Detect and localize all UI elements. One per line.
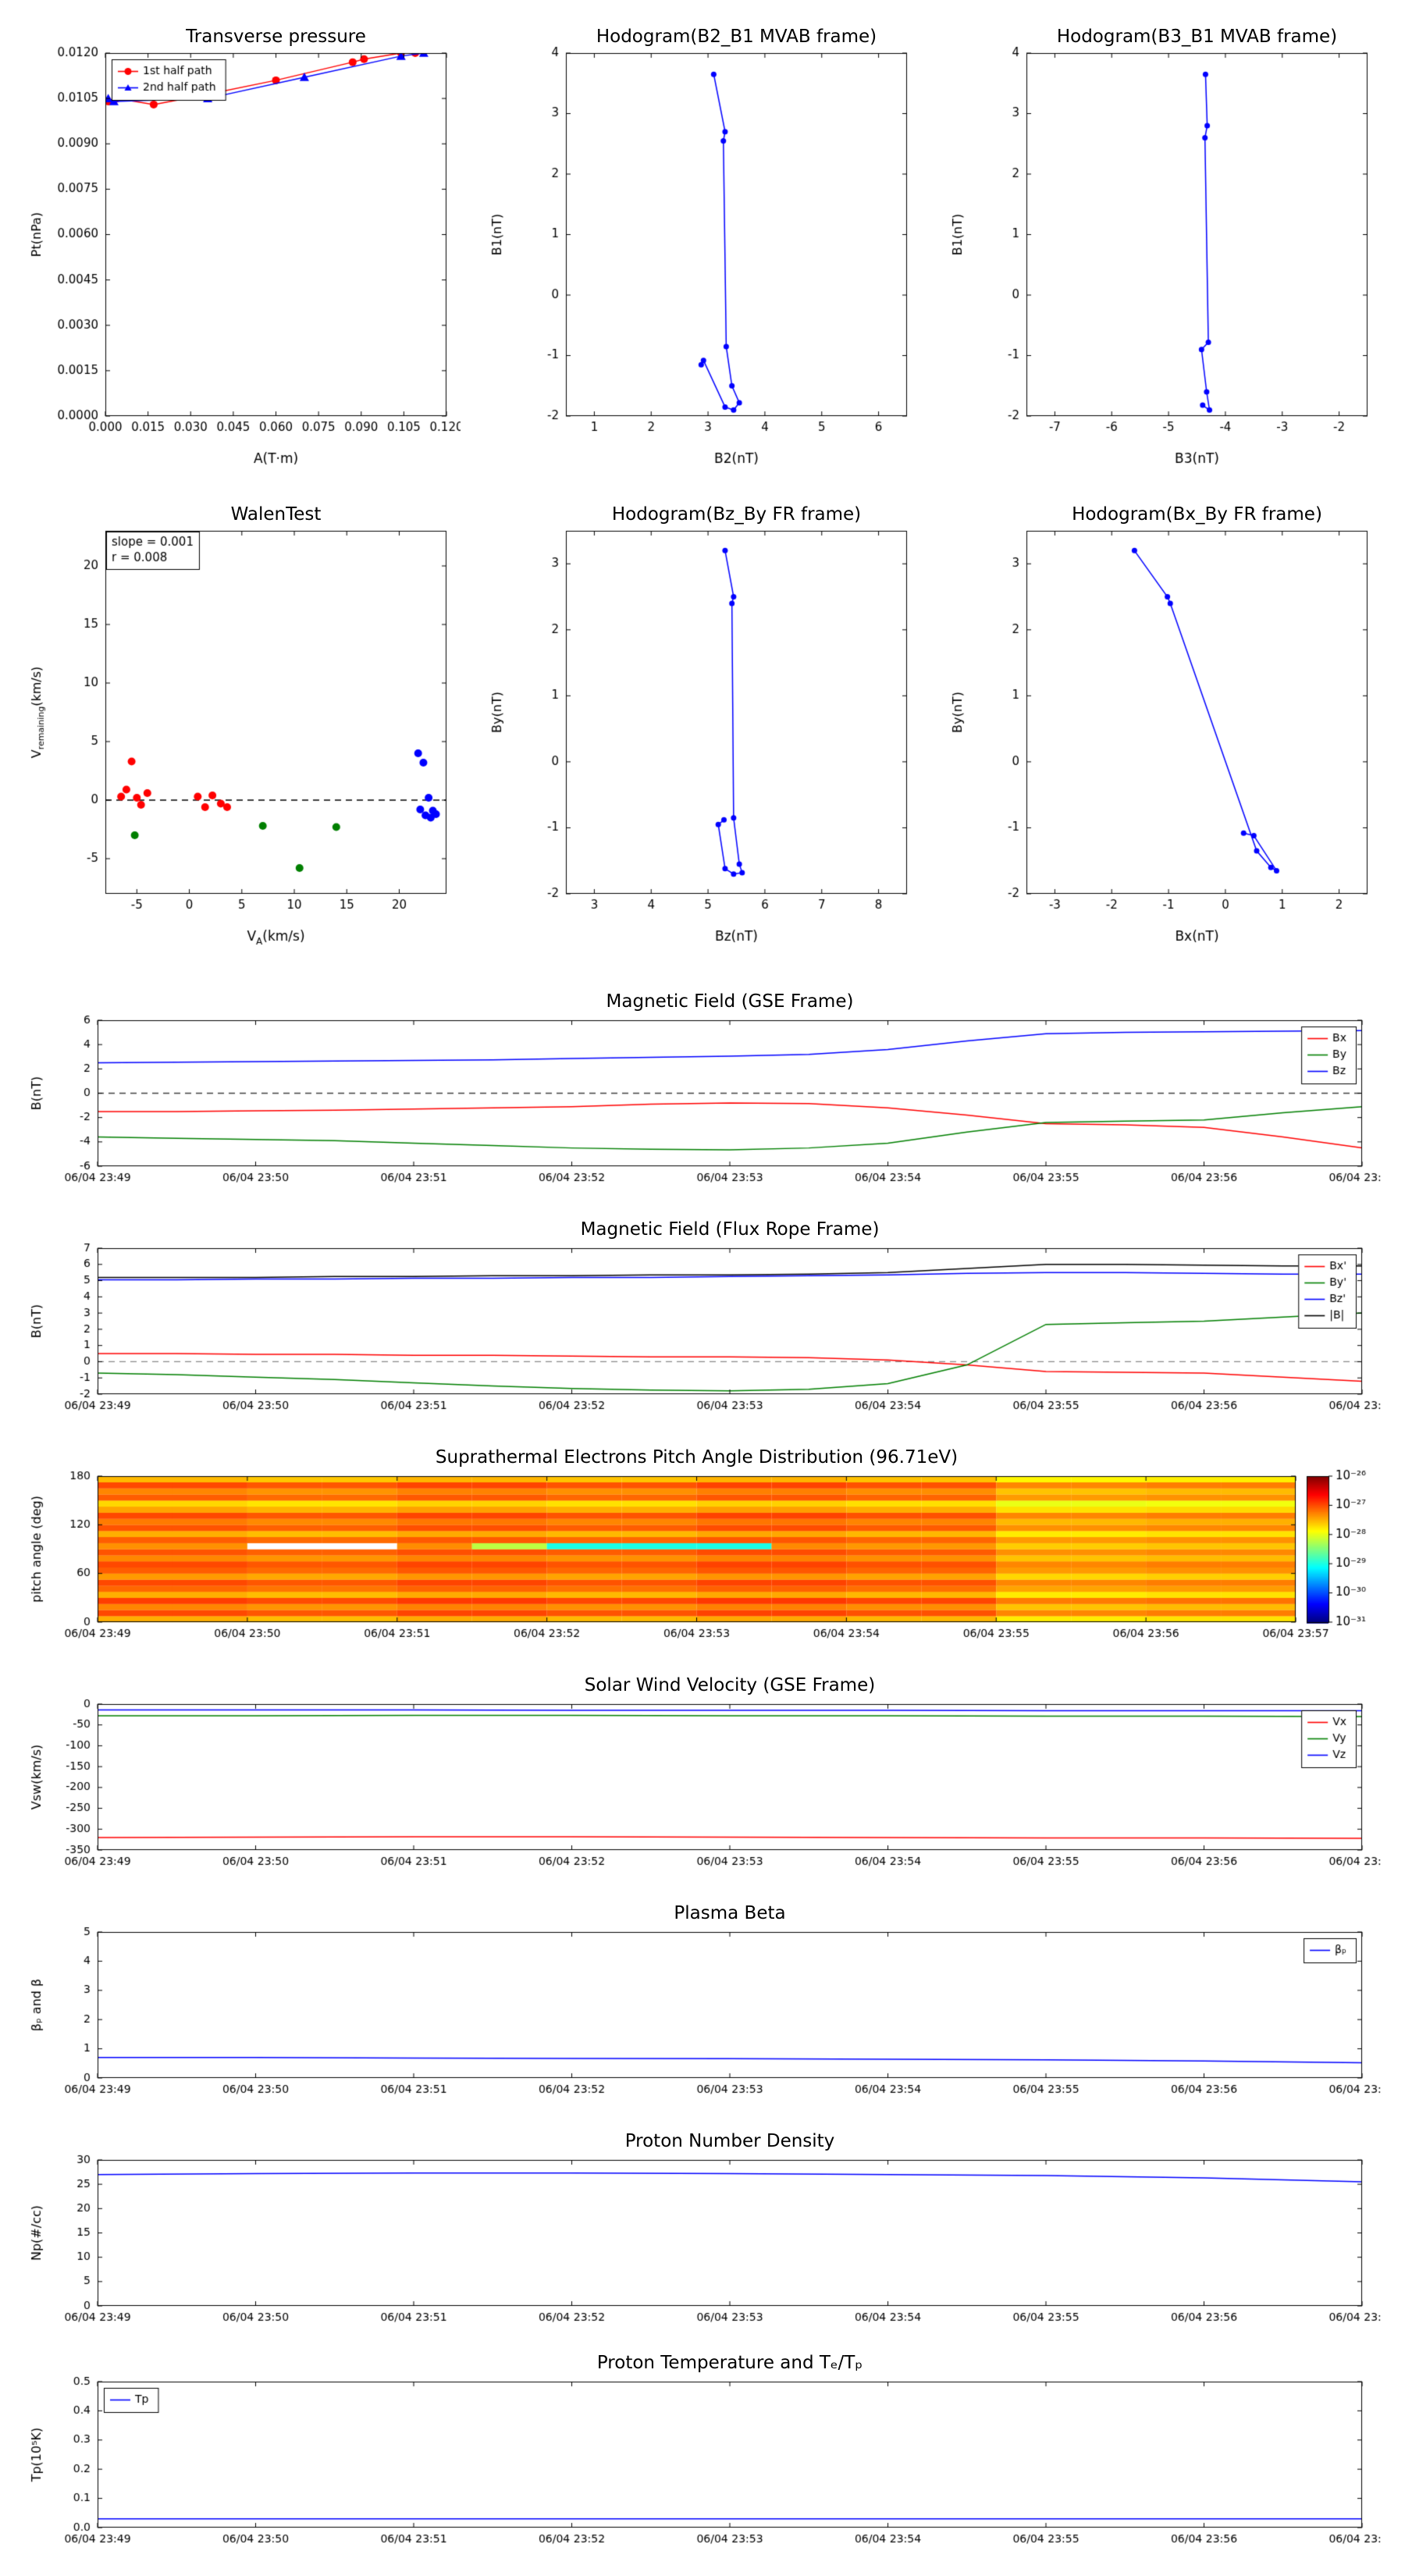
panel-proton-temperature: Proton Temperature and Tₑ/Tₚ <box>23 2347 1382 2573</box>
magnetic-field-flux-rope-title: Magnetic Field (Flux Rope Frame) <box>580 1219 880 1240</box>
panel-electron-pitch-angle-distribution: Suprathermal Electrons Pitch Angle Distr… <box>23 1441 1382 1667</box>
magnetic-field-gse-title: Magnetic Field (GSE Frame) <box>606 991 854 1012</box>
panel-hodogram-b2-b1: Hodogram(B2_B1 MVAB frame) <box>484 16 921 472</box>
hodogram-bz-by-title: Hodogram(Bz_By FR frame) <box>611 504 862 525</box>
panel-transverse-pressure: Transverse pressure <box>23 16 461 472</box>
hodogram-b3-b1-canvas <box>944 16 1382 472</box>
plasma-beta-canvas <box>23 1897 1382 2123</box>
panel-hodogram-b3-b1: Hodogram(B3_B1 MVAB frame) <box>944 16 1382 472</box>
solar-wind-velocity-canvas <box>23 1669 1382 1895</box>
hodogram-bz-by-canvas <box>484 493 921 950</box>
panel-magnetic-field-flux-rope: Magnetic Field (Flux Rope Frame) <box>23 1213 1382 1439</box>
panel-walen-test: WalenTest <box>23 493 461 950</box>
hodogram-b2-b1-title: Hodogram(B2_B1 MVAB frame) <box>596 27 877 47</box>
hodogram-bx-by-canvas <box>944 493 1382 950</box>
panel-magnetic-field-gse: Magnetic Field (GSE Frame) <box>23 985 1382 1212</box>
proton-temperature-canvas <box>23 2347 1382 2573</box>
magnetic-field-gse-canvas <box>23 985 1382 1212</box>
hodogram-b2-b1-canvas <box>484 16 921 472</box>
proton-number-density-title: Proton Number Density <box>624 2131 835 2151</box>
hodogram-b3-b1-title: Hodogram(B3_B1 MVAB frame) <box>1056 27 1338 47</box>
panel-solar-wind-velocity: Solar Wind Velocity (GSE Frame) <box>23 1669 1382 1895</box>
transverse-pressure-title: Transverse pressure <box>186 27 366 47</box>
hodogram-bx-by-title: Hodogram(Bx_By FR frame) <box>1072 504 1322 525</box>
electron-pad-canvas <box>23 1441 1382 1667</box>
walen-test-title: WalenTest <box>230 504 322 525</box>
proton-number-density-canvas <box>23 2125 1382 2351</box>
panel-hodogram-bz-by: Hodogram(Bz_By FR frame) <box>484 493 921 950</box>
solar-wind-velocity-title: Solar Wind Velocity (GSE Frame) <box>584 1675 876 1695</box>
electron-pad-title: Suprathermal Electrons Pitch Angle Distr… <box>435 1447 959 1468</box>
magnetic-field-flux-rope-canvas <box>23 1213 1382 1439</box>
panel-plasma-beta: Plasma Beta <box>23 1897 1382 2123</box>
plasma-beta-title: Plasma Beta <box>674 1903 786 1923</box>
proton-temperature-title: Proton Temperature and Tₑ/Tₚ <box>596 2353 863 2373</box>
transverse-pressure-canvas <box>23 16 461 472</box>
panel-proton-number-density: Proton Number Density <box>23 2125 1382 2351</box>
panel-hodogram-bx-by: Hodogram(Bx_By FR frame) <box>944 493 1382 950</box>
walen-test-canvas <box>23 493 461 950</box>
